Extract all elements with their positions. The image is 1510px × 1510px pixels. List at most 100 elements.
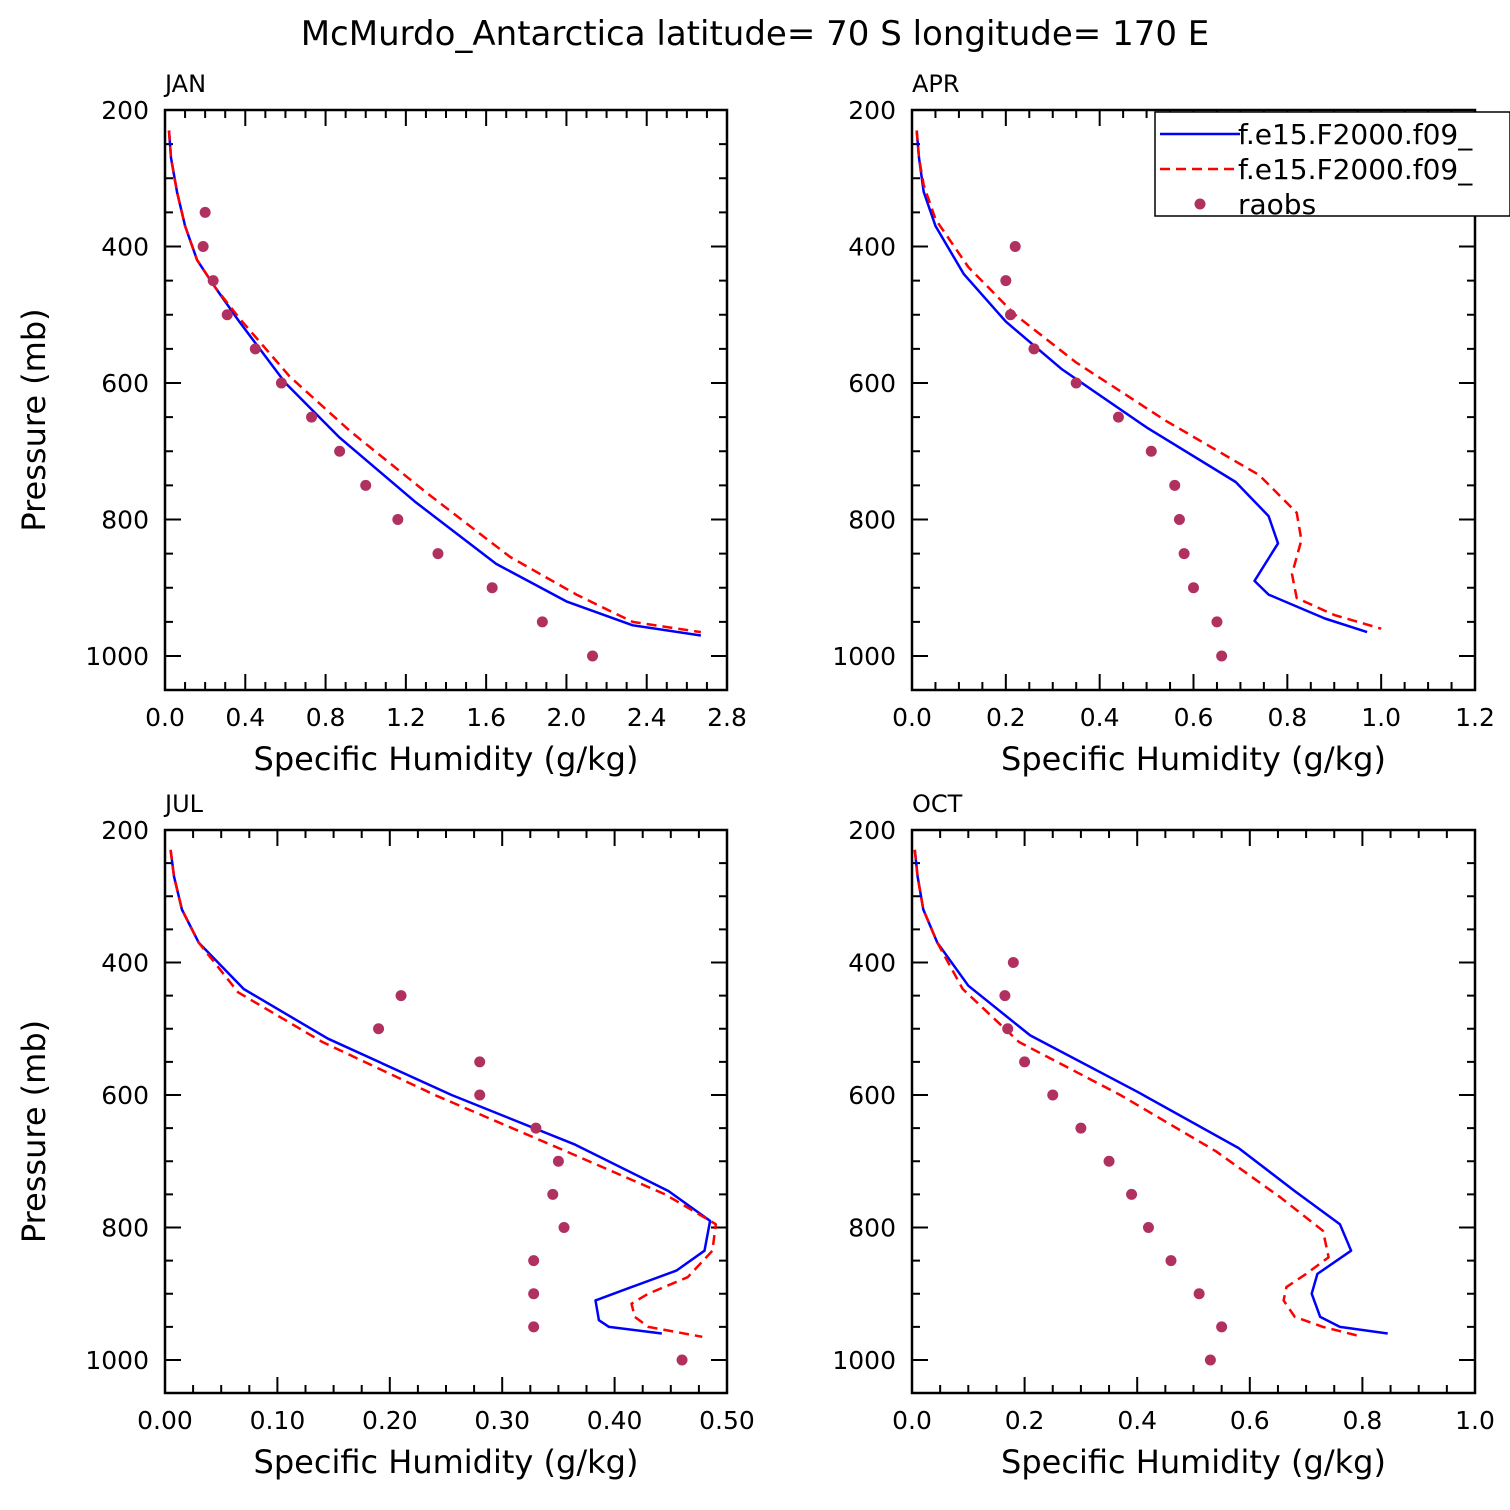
raobs-point <box>676 1354 688 1366</box>
panels: JAN 200 400 600 800 1000 0.0 0.4 0.8 1.2 1.6 2.0 2.4… <box>15 70 1510 1481</box>
x-tick-label: 0.2 <box>986 703 1026 732</box>
panel-label-apr: APR <box>912 70 960 98</box>
raobs-point <box>1103 1155 1115 1167</box>
y-tick-label: 200 <box>101 96 149 125</box>
x-tick-label: 0.8 <box>1267 703 1307 732</box>
raobs-point <box>474 1089 486 1101</box>
x-tick-label: 2.0 <box>547 703 587 732</box>
raobs-point <box>1145 445 1157 457</box>
model-dashed-line <box>167 130 702 634</box>
raobs-point <box>1112 411 1124 423</box>
model-dashed-line <box>913 849 1363 1339</box>
model-solid-line <box>915 130 1368 634</box>
raobs-point <box>1142 1221 1154 1233</box>
raobs-point <box>1007 956 1019 968</box>
y-tick-label: 200 <box>848 816 896 845</box>
y-tick-label: 1000 <box>85 642 149 671</box>
x-tick-label: 1.2 <box>1455 703 1495 732</box>
raobs-point <box>275 377 287 389</box>
legend-label: raobs <box>1238 188 1316 221</box>
panel-label-jul: JUL <box>163 790 204 818</box>
raobs-point <box>1070 377 1082 389</box>
x-tick-label: 1.6 <box>466 703 506 732</box>
panel-jan: JAN 200 400 600 800 1000 0.0 0.4 0.8 1.2 1.6 2.0 2.4… <box>15 70 747 778</box>
y-tick-label: 400 <box>101 948 149 977</box>
y-axis-label: Pressure (mb) <box>15 1020 53 1243</box>
model-dashed-line <box>915 130 1382 630</box>
x-axis-label: Specific Humidity (g/kg) <box>254 740 639 778</box>
y-tick-label: 600 <box>101 369 149 398</box>
panel-label-jan: JAN <box>163 70 206 98</box>
raobs-point <box>552 1155 564 1167</box>
legend-label: f.e15.F2000.f09_ <box>1238 153 1473 186</box>
raobs-point <box>1005 309 1017 321</box>
raobs-point <box>432 548 444 560</box>
raobs-point <box>528 1255 540 1267</box>
raobs-point <box>547 1188 559 1200</box>
raobs-point <box>999 990 1011 1002</box>
raobs-point <box>373 1023 385 1035</box>
panel-label-oct: OCT <box>912 790 963 818</box>
x-tick-label: 0.8 <box>1343 1406 1383 1435</box>
y-tick-label: 600 <box>101 1081 149 1110</box>
raobs-point <box>1216 1321 1228 1333</box>
y-tick-label: 1000 <box>832 642 896 671</box>
raobs-point <box>474 1056 486 1068</box>
x-tick-label: 0.10 <box>250 1406 306 1435</box>
y-tick-label: 600 <box>848 369 896 398</box>
raobs-point <box>1009 241 1021 252</box>
raobs-point <box>306 411 318 423</box>
x-tick-label: 0.4 <box>1117 1406 1157 1435</box>
y-tick-label: 200 <box>848 96 896 125</box>
y-tick-label: 400 <box>848 948 896 977</box>
raobs-point <box>249 343 261 355</box>
panel-apr: APR 200 400 600 800 1000 0.0 0.2 0.4 0.6 0.8 1.0 1.2… <box>832 70 1510 778</box>
panel-jul: JUL 200 400 600 800 1000 0.00 0.10 0.20 0.30 0.40 0… <box>15 790 755 1481</box>
raobs-point <box>1178 548 1190 560</box>
plot-frame-jan <box>163 108 729 692</box>
raobs-point <box>1211 616 1223 628</box>
y-tick-label: 600 <box>848 1081 896 1110</box>
raobs-point <box>1165 1255 1177 1267</box>
x-tick-label: 0.20 <box>362 1406 418 1435</box>
x-axis-label: Specific Humidity (g/kg) <box>1001 1443 1386 1481</box>
legend-label: f.e15.F2000.f09_ <box>1238 118 1473 151</box>
raobs-point <box>360 479 372 491</box>
y-tick-label: 800 <box>101 1213 149 1242</box>
raobs-point <box>395 990 407 1002</box>
x-tick-label: 0.4 <box>1080 703 1120 732</box>
raobs-point <box>1002 1023 1014 1035</box>
y-tick-label: 800 <box>848 506 896 535</box>
plot-frame-oct <box>910 828 1477 1395</box>
raobs-point <box>1193 1288 1205 1300</box>
model-solid-line <box>913 849 1388 1335</box>
model-dashed-line <box>169 849 718 1339</box>
y-tick-label: 800 <box>848 1213 896 1242</box>
x-axis-label: Specific Humidity (g/kg) <box>254 1443 639 1481</box>
legend-box <box>1154 111 1510 217</box>
raobs-point <box>558 1221 570 1233</box>
x-tick-label: 0.2 <box>1005 1406 1045 1435</box>
raobs-point <box>1028 343 1040 355</box>
x-tick-label: 1.2 <box>386 703 426 732</box>
x-tick-label: 1.0 <box>1455 1406 1495 1435</box>
raobs-point <box>1188 582 1199 594</box>
raobs-point <box>1204 1354 1216 1366</box>
raobs-point <box>528 1288 540 1300</box>
panel-oct: OCT 200 400 600 800 1000 0.0 0.2 0.4 0.6 0.8 1.0 Spe… <box>832 790 1495 1481</box>
raobs-point <box>221 309 233 321</box>
legend-dot-marker <box>1194 198 1206 210</box>
x-tick-label: 0.40 <box>587 1406 643 1435</box>
x-tick-label: 0.8 <box>306 703 346 732</box>
x-tick-label: 0.30 <box>474 1406 530 1435</box>
y-tick-label: 400 <box>848 233 896 262</box>
raobs-point <box>1019 1056 1031 1068</box>
x-axis-label: Specific Humidity (g/kg) <box>1001 740 1386 778</box>
raobs-point <box>1169 479 1181 491</box>
x-tick-label: 0.00 <box>137 1406 193 1435</box>
x-tick-label: 0.0 <box>145 703 185 732</box>
raobs-point <box>587 650 599 662</box>
raobs-point <box>1173 514 1185 525</box>
y-tick-label: 200 <box>101 816 149 845</box>
